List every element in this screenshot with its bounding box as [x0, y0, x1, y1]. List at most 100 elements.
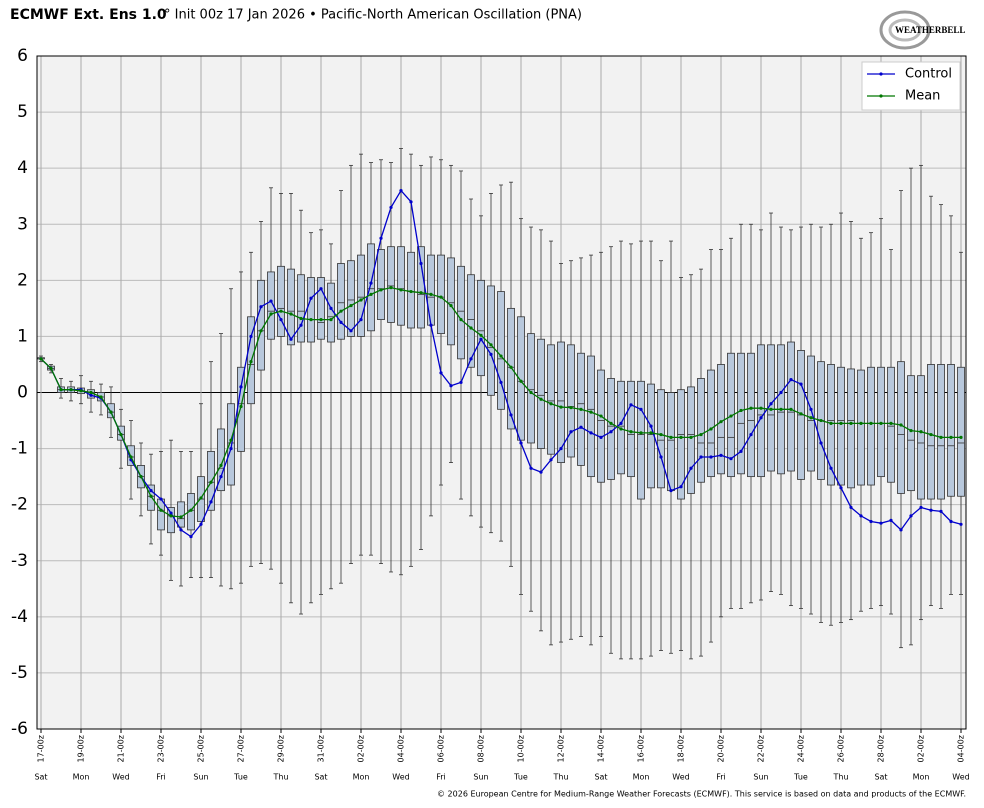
x-tick-label: 28-00z	[877, 735, 886, 762]
series-point	[819, 441, 823, 445]
logo-swirl	[888, 18, 922, 42]
series-point	[289, 312, 293, 316]
legend-label: Control	[905, 67, 952, 82]
y-tick-label: 5	[17, 102, 28, 122]
y-tick-label: 4	[17, 158, 28, 178]
credit: © 2026 European Centre for Medium-Range …	[437, 790, 966, 799]
series-point	[379, 236, 383, 240]
series-point	[909, 429, 913, 433]
weekday-label: Sat	[34, 773, 47, 782]
series-point	[259, 329, 263, 333]
legend-label: Mean	[905, 89, 940, 104]
x-tick-label: 20-00z	[717, 735, 726, 762]
legend-marker	[879, 72, 883, 76]
series-point	[939, 509, 943, 513]
series-point	[569, 406, 573, 410]
series-point	[389, 286, 393, 290]
box	[517, 316, 525, 441]
series-point	[469, 326, 473, 330]
series-point	[579, 425, 583, 429]
series-point	[569, 430, 573, 434]
series-point	[559, 446, 563, 451]
x-tick-label: 23-00z	[157, 735, 166, 762]
series-point	[99, 395, 103, 399]
box	[227, 403, 235, 486]
series-point	[359, 298, 363, 302]
series-point	[919, 430, 923, 434]
box	[907, 375, 915, 492]
series-point	[429, 323, 433, 327]
series-point	[269, 299, 273, 303]
box	[307, 277, 315, 343]
series-point	[789, 378, 793, 382]
x-tick-label: 12-00z	[557, 735, 566, 762]
series-point	[949, 435, 953, 439]
x-tick-label: 22-00z	[757, 735, 766, 762]
box	[277, 265, 285, 337]
series-point	[839, 421, 843, 425]
series-point	[439, 371, 443, 375]
box	[927, 364, 935, 500]
box	[337, 263, 345, 340]
box	[747, 352, 755, 478]
logo-swirl	[879, 10, 931, 50]
series-point	[189, 535, 193, 539]
weekday-label: Mon	[353, 773, 370, 782]
series-point	[899, 528, 903, 532]
x-tick-label: 26-00z	[837, 735, 846, 762]
series-point	[529, 390, 533, 395]
series-point	[299, 323, 303, 327]
series-point	[169, 514, 173, 518]
series-point	[729, 457, 733, 461]
series-point	[249, 334, 253, 339]
series-point	[479, 337, 483, 341]
box	[357, 254, 365, 337]
series-point	[699, 455, 703, 459]
series-point	[539, 470, 543, 474]
box	[237, 366, 245, 452]
series-point	[659, 432, 663, 437]
series-point	[69, 388, 73, 392]
series-point	[749, 406, 753, 410]
x-tick-label: 16-00z	[637, 735, 646, 762]
box	[917, 375, 925, 500]
box	[267, 271, 275, 340]
series-point	[209, 480, 213, 484]
y-tick-label: -2	[11, 495, 28, 515]
series-point	[59, 388, 63, 392]
weekday-label: Wed	[112, 773, 129, 782]
x-tick-label: 29-00z	[277, 735, 286, 762]
series-point	[689, 466, 693, 470]
box	[697, 378, 705, 483]
series-point	[269, 312, 273, 316]
series-point	[399, 189, 403, 193]
series-point	[379, 288, 383, 292]
x-tick-label: 21-00z	[117, 735, 126, 762]
weekday-label: Mon	[913, 773, 930, 782]
series-point	[469, 357, 473, 361]
series-point	[449, 384, 453, 388]
series-point	[319, 317, 323, 322]
series-point	[199, 496, 203, 500]
series-point	[699, 432, 703, 437]
series-point	[79, 389, 83, 393]
series-point	[219, 475, 223, 479]
legend-box	[861, 61, 961, 111]
series-point	[729, 414, 733, 418]
weekday-label: Mon	[633, 773, 650, 782]
box	[157, 498, 165, 531]
y-tick-label: -5	[11, 663, 28, 683]
series-point	[859, 514, 863, 518]
box	[947, 364, 955, 497]
series-point	[739, 449, 743, 453]
series-point	[519, 441, 523, 445]
series-point	[159, 497, 163, 501]
x-tick-label: 25-00z	[197, 735, 206, 762]
x-tick-label: 24-00z	[797, 735, 806, 762]
weekday-label: Sat	[874, 773, 887, 782]
x-tick-label: 08-00z	[477, 735, 486, 762]
x-tick-label: 31-00z	[317, 735, 326, 762]
box	[387, 246, 395, 323]
series-point	[299, 316, 303, 321]
